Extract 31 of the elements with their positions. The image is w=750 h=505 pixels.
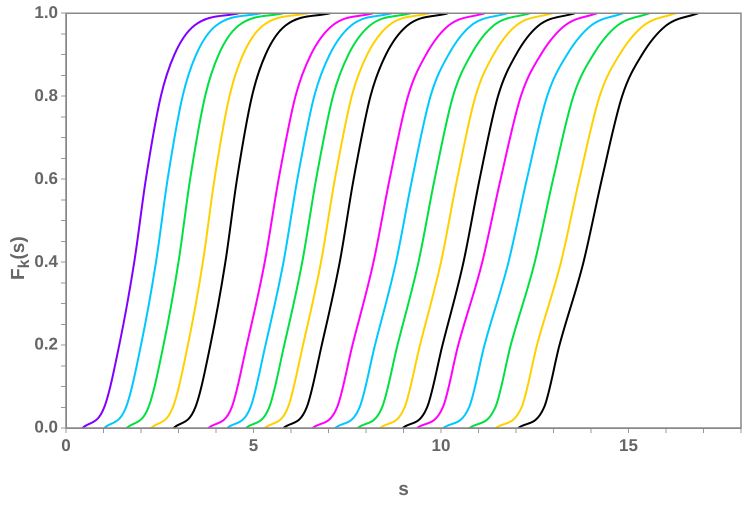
line-series	[402, 12, 576, 429]
line-series	[208, 12, 374, 429]
line-series	[494, 12, 677, 429]
y-tick-label: 0.0	[34, 418, 58, 437]
line-series	[416, 12, 598, 429]
line-series	[150, 12, 309, 429]
y-tick-label: 1.0	[34, 2, 58, 22]
y-tick-label: 0.6	[34, 168, 58, 188]
line-series	[442, 12, 624, 429]
x-tick-label: 15	[619, 436, 638, 455]
line-series	[226, 12, 393, 429]
line-series	[172, 12, 332, 429]
line-series	[334, 12, 508, 429]
line-series	[282, 12, 450, 429]
line-series	[264, 12, 430, 429]
line-series	[82, 12, 240, 429]
x-tick-label: 10	[432, 436, 450, 455]
line-series	[356, 12, 531, 429]
x-tick-label: 0	[61, 436, 71, 455]
line-series	[103, 12, 262, 429]
y-tick-label: 0.8	[34, 86, 58, 105]
x-axis-title: s	[398, 478, 409, 500]
line-series	[468, 12, 650, 429]
y-tick-label: 0.4	[34, 252, 59, 271]
y-tick-label: 0.2	[34, 334, 58, 354]
line-series	[245, 12, 412, 429]
line-series	[312, 12, 486, 429]
line-series	[517, 12, 700, 429]
x-tick-label: 5	[248, 436, 258, 455]
line-series	[126, 12, 284, 429]
line-series	[379, 12, 554, 429]
